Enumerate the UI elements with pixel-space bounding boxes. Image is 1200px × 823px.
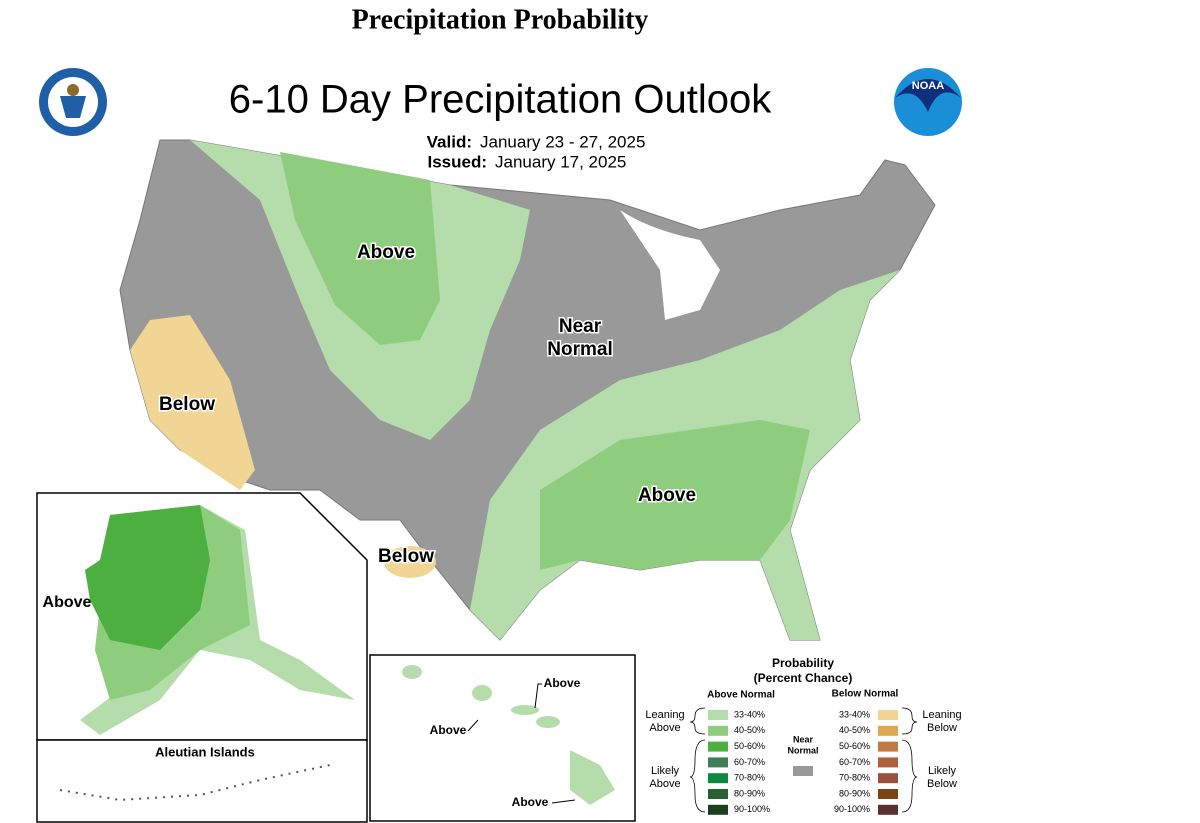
issued-label: Issued: (427, 152, 487, 171)
valid-label: Valid: (427, 132, 472, 151)
hawaii-inset (369, 654, 636, 822)
legend-swatch (708, 789, 728, 799)
noaa-logo: NOAA (894, 68, 962, 136)
legend-swatch (878, 789, 898, 799)
legend-bin-label: 33-40% (839, 709, 870, 719)
legend-group-label: Above (649, 778, 680, 790)
legend-swatch (708, 741, 728, 752)
aleutian-label: Aleutian Islands (155, 744, 255, 759)
legend-brace (689, 707, 918, 813)
legend: Probability(Percent Chance) Above Normal B… (645, 656, 962, 815)
legend-bin-label: 33-40% (734, 709, 765, 719)
legend-swatch (878, 710, 898, 720)
legend-bin-label: 80-90% (734, 788, 765, 798)
legend-swatch (793, 766, 813, 776)
legend-bin-label: 60-70% (734, 757, 765, 767)
doc-logo (39, 68, 107, 136)
legend-group-label: Below (927, 778, 957, 790)
alaska-inset (36, 492, 368, 823)
near-normal-label: Normal (787, 745, 818, 755)
valid-dates: January 23 - 27, 2025 (480, 132, 645, 151)
hawaii-label: Above (544, 676, 581, 690)
above-header: Above Normal (707, 690, 775, 701)
legend-swatch (708, 710, 728, 720)
legend-subtitle: (Percent Chance) (754, 671, 853, 685)
issued-date: January 17, 2025 (495, 152, 626, 171)
legend-title: Probability (772, 656, 834, 670)
legend-group-label: Leaning (922, 709, 961, 721)
below-header: Below Normal (832, 689, 899, 700)
legend-swatch (708, 773, 728, 784)
legend-bin-label: 90-100% (734, 804, 770, 814)
legend-bin-label: 70-80% (734, 773, 765, 783)
hawaii-label: Above (430, 723, 467, 737)
legend-bin-label: 40-50% (839, 725, 870, 735)
legend-bin-label: 90-100% (834, 804, 870, 814)
legend-swatch (878, 725, 898, 736)
legend-swatch (878, 804, 898, 815)
legend-group-label: Below (927, 722, 957, 734)
region-label: Below (378, 546, 434, 567)
legend-bin-label: 60-70% (839, 757, 870, 767)
legend-swatch (708, 725, 728, 736)
region-label: Above (357, 242, 415, 263)
region-label: Above (638, 485, 696, 506)
region-label: Normal (547, 339, 612, 360)
legend-group-label: Likely (651, 765, 680, 777)
map-title: 6-10 Day Precipitation Outlook (229, 78, 773, 122)
legend-bin-label: 40-50% (734, 725, 765, 735)
legend-swatch (708, 757, 728, 768)
hawaii-label: Above (512, 795, 549, 809)
legend-bin-label: 80-90% (839, 788, 870, 798)
legend-swatch (708, 804, 728, 815)
legend-group-label: Leaning (645, 709, 684, 721)
legend-bin-label: 70-80% (839, 773, 870, 783)
conus-map (119, 139, 936, 641)
legend-group-label: Above (649, 722, 680, 734)
near-normal-label: Near (793, 734, 814, 744)
leader-line (467, 683, 576, 804)
legend-bin-label: 50-60% (734, 741, 765, 751)
legend-swatch (878, 773, 898, 784)
legend-group-label: Likely (928, 765, 957, 777)
region-label: Near (559, 316, 602, 337)
alaska-label: Above (43, 594, 92, 611)
page-title: Precipitation Probability (352, 4, 649, 35)
legend-swatch (878, 757, 898, 768)
svg-text:NOAA: NOAA (912, 80, 944, 92)
legend-swatch (878, 741, 898, 752)
region-label: Below (159, 394, 215, 415)
legend-bin-label: 50-60% (839, 741, 870, 751)
